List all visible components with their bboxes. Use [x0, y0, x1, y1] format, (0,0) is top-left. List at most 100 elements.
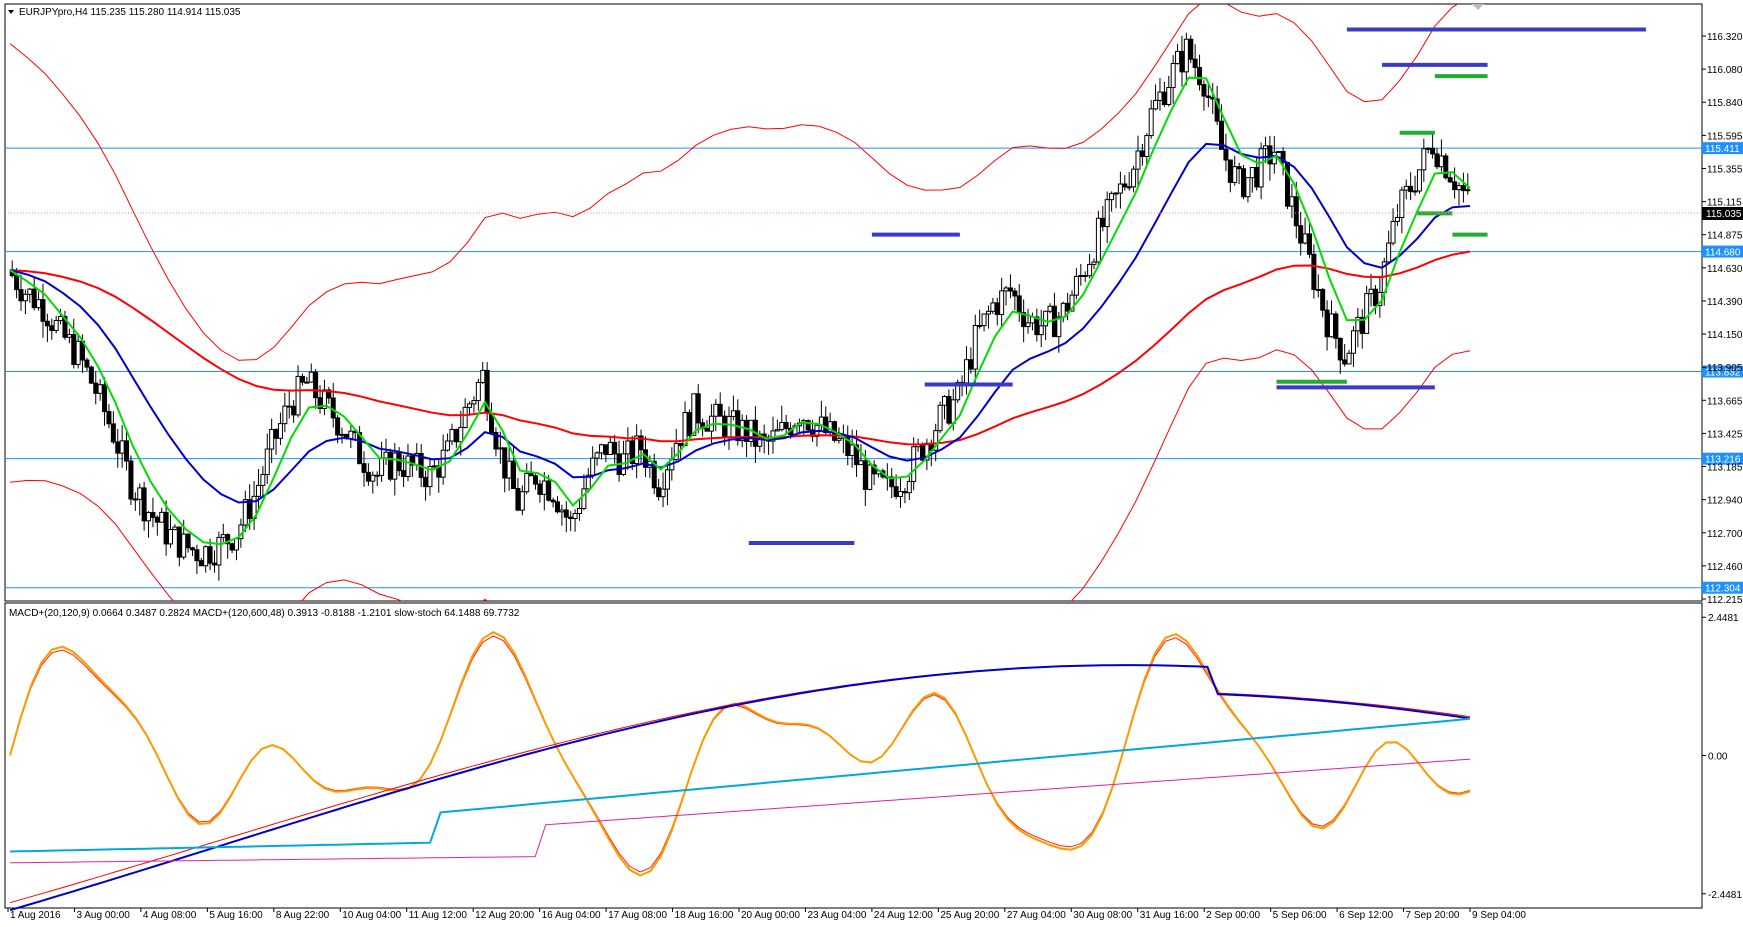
candle-body [563, 509, 569, 518]
y-tick-label-2: 115.840 [1707, 98, 1743, 109]
candle-body [1100, 217, 1106, 228]
candle-body [93, 382, 99, 394]
candle-body [612, 441, 618, 455]
chart-shift-marker-icon[interactable] [1472, 4, 1484, 10]
candle-body [502, 447, 508, 479]
dropdown-triangle-icon[interactable] [8, 10, 14, 14]
price-axis: 116.320 116.080 115.840 115.595 115.355 115.1… [1702, 32, 1743, 606]
candle-body [858, 460, 864, 466]
candle-body [405, 455, 411, 478]
y-tick-label-11: 113.665 [1707, 396, 1743, 407]
candle-body [1267, 145, 1273, 165]
candle-body [1368, 288, 1374, 295]
candle-body [506, 460, 512, 479]
candle-body [383, 451, 389, 459]
candle-body [572, 512, 578, 520]
candle-body [176, 526, 182, 558]
candle-body [431, 465, 437, 468]
candle-body [656, 487, 662, 498]
candle-body [1038, 325, 1044, 336]
candle-body [480, 369, 486, 383]
candle-body [1302, 233, 1308, 244]
x-tick-label-21: 7 Sep 20:00 [1406, 910, 1460, 921]
candle-body [365, 471, 371, 482]
candle-body [955, 381, 961, 401]
candle-body [1456, 185, 1462, 191]
candle-body [726, 415, 732, 438]
candle-body [1131, 168, 1137, 188]
candle-body [1394, 216, 1400, 222]
candle-body [1285, 162, 1290, 207]
candle-body [88, 366, 94, 384]
level-markers [748, 27, 1646, 545]
y-tick-label-12: 113.425 [1707, 429, 1743, 440]
candle-body [423, 476, 429, 488]
candle-body [1078, 274, 1084, 277]
candle-body [722, 415, 728, 438]
candle-body [607, 441, 613, 455]
candle-body [141, 487, 147, 522]
candle-body [396, 452, 402, 472]
candle-body [225, 534, 231, 545]
x-tick-label-18: 2 Sep 00:00 [1206, 910, 1260, 921]
candle-body [1280, 150, 1286, 164]
candle-body [898, 491, 904, 497]
candle-body [269, 428, 275, 450]
candle-body [1025, 322, 1031, 328]
x-tick-label-5: 10 Aug 04:00 [342, 910, 401, 921]
candle-body [849, 444, 855, 456]
candle-body [1399, 189, 1405, 218]
envelope-lower-line [9, 349, 1471, 601]
candle-body [211, 562, 217, 566]
candle-body [84, 359, 90, 368]
candle-body [770, 430, 776, 442]
candle-body [1069, 294, 1075, 312]
candle-body [379, 457, 385, 476]
candle-body [515, 488, 521, 511]
candle-body [1372, 288, 1378, 307]
candle-body [660, 488, 666, 498]
candle-body [911, 446, 917, 482]
candle-body [497, 447, 503, 450]
candle-body [49, 325, 55, 331]
candle-body [159, 511, 165, 523]
macd-long-signal-line [9, 758, 1471, 864]
candle-body [357, 432, 363, 465]
x-tick-label-17: 31 Aug 16:00 [1140, 910, 1199, 921]
candle-body [1412, 190, 1418, 193]
candle-body [445, 440, 451, 451]
candle-body [730, 410, 736, 417]
candle-body [66, 334, 72, 338]
candle-body [286, 405, 292, 408]
candle-body [255, 484, 261, 497]
candle-body [1214, 98, 1220, 122]
x-tick-label-1: 3 Aug 00:00 [76, 910, 130, 921]
candle-body [555, 501, 560, 513]
candle-body [533, 475, 539, 485]
candle-body [893, 486, 899, 497]
candle-body [1056, 316, 1062, 338]
candle-body [264, 448, 270, 476]
candle-body [1421, 148, 1427, 171]
candle-body [220, 534, 226, 538]
macd-long-line [9, 717, 1471, 853]
candle-body [972, 324, 978, 370]
indicator-header-label: MACD+(20,120,9) 0.0664 0.3487 0.2824 MAC… [9, 608, 520, 619]
candle-body [1324, 309, 1330, 338]
candle-body [1166, 87, 1172, 106]
candle-body [568, 516, 574, 520]
hline-badge-2 [1702, 365, 1743, 378]
candle-body [511, 460, 517, 490]
candle-body [475, 381, 481, 402]
candle-body [625, 440, 631, 455]
candle-body [1293, 196, 1299, 227]
candle-body [933, 430, 939, 451]
candle-body [590, 457, 596, 476]
candle-body [1197, 66, 1203, 86]
candle-body [185, 533, 191, 549]
candle-body [854, 444, 860, 466]
candle-body [168, 529, 174, 545]
candle-body [1289, 196, 1295, 207]
candle-body [1258, 148, 1264, 188]
